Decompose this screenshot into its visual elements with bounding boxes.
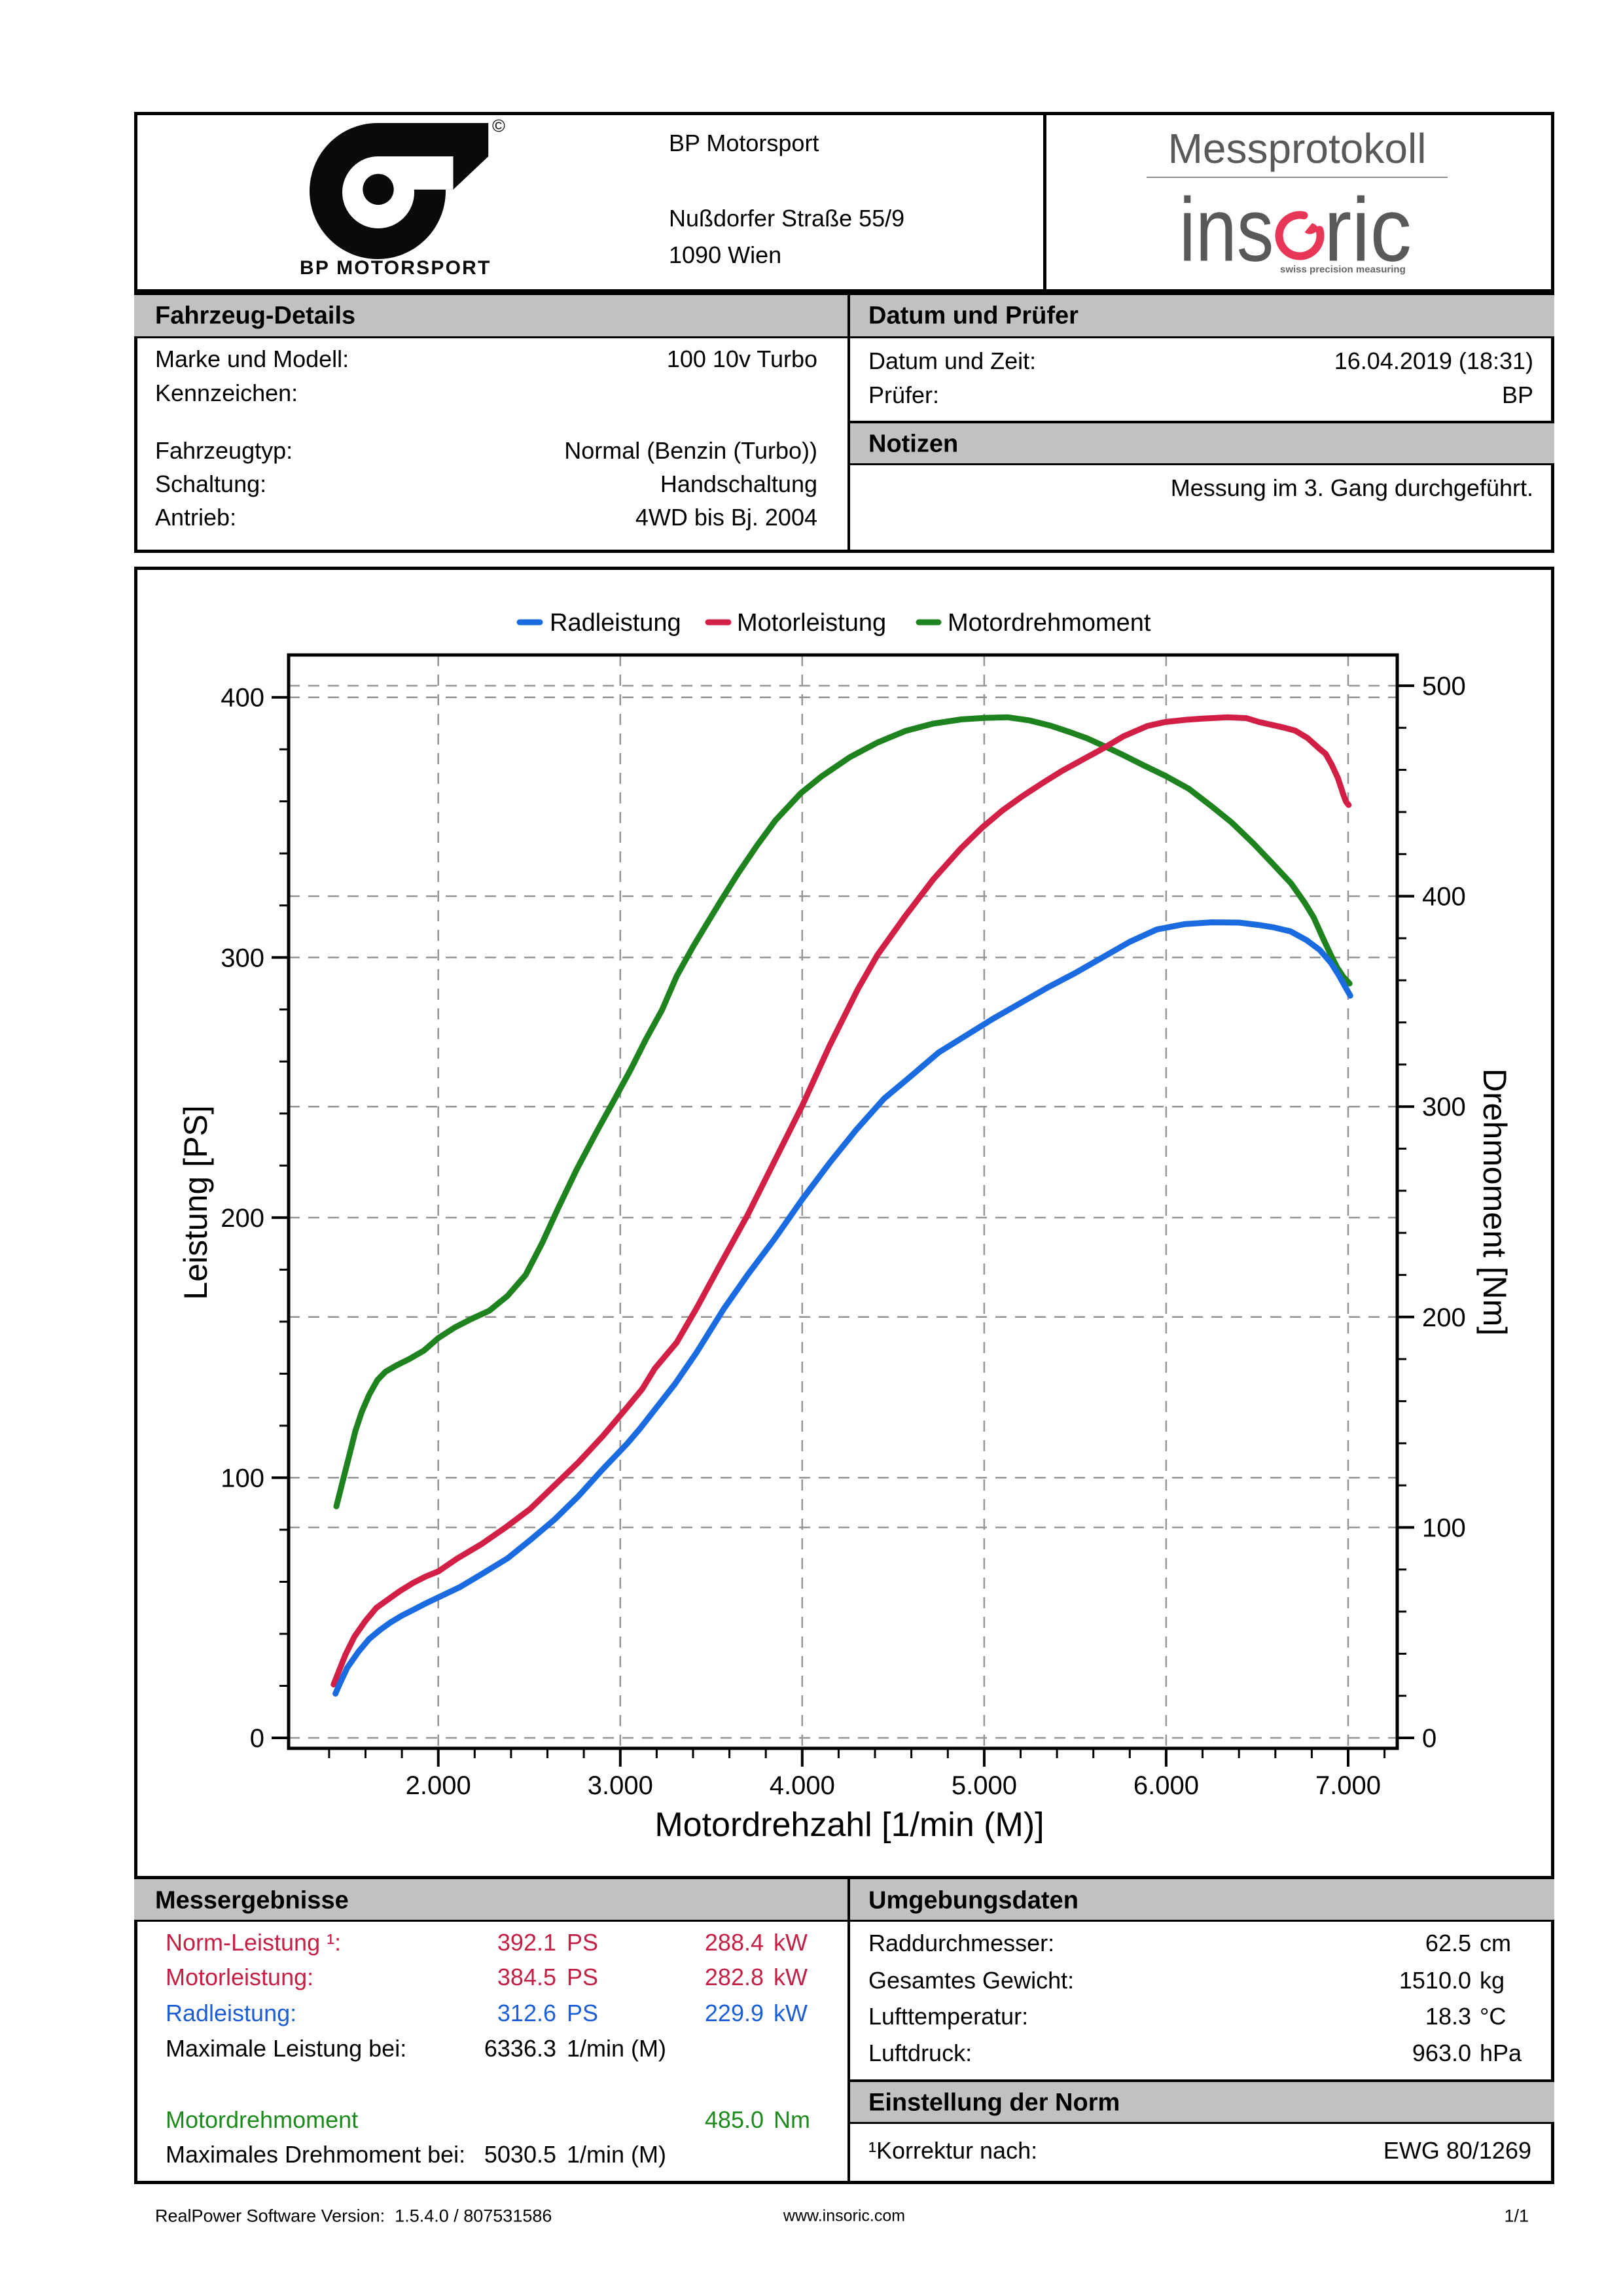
svg-text:300: 300 [1422, 1093, 1466, 1122]
svg-text:0: 0 [250, 1724, 264, 1753]
svg-text:2.000: 2.000 [406, 1771, 471, 1800]
svg-text:Motorleistung: Motorleistung [737, 609, 886, 637]
svg-text:500: 500 [1422, 672, 1466, 701]
svg-text:Drehmoment [Nm]: Drehmoment [Nm] [1476, 1069, 1513, 1335]
svg-text:400: 400 [1422, 883, 1466, 911]
svg-text:400: 400 [221, 684, 264, 713]
svg-text:Motordrehmoment: Motordrehmoment [948, 609, 1151, 637]
svg-text:Leistung [PS]: Leistung [PS] [177, 1105, 214, 1299]
svg-text:7.000: 7.000 [1315, 1771, 1381, 1800]
svg-text:300: 300 [221, 944, 264, 972]
svg-text:100: 100 [1422, 1513, 1466, 1542]
svg-text:200: 200 [221, 1204, 264, 1233]
svg-text:Motordrehzahl [1/min (M)]: Motordrehzahl [1/min (M)] [654, 1806, 1044, 1844]
svg-text:6.000: 6.000 [1133, 1771, 1199, 1800]
svg-text:5.000: 5.000 [952, 1771, 1017, 1800]
svg-text:100: 100 [221, 1464, 264, 1492]
svg-text:4.000: 4.000 [770, 1771, 835, 1800]
svg-text:0: 0 [1422, 1724, 1436, 1753]
svg-text:3.000: 3.000 [588, 1771, 653, 1800]
svg-text:200: 200 [1422, 1303, 1466, 1332]
svg-text:Radleistung: Radleistung [550, 609, 681, 637]
